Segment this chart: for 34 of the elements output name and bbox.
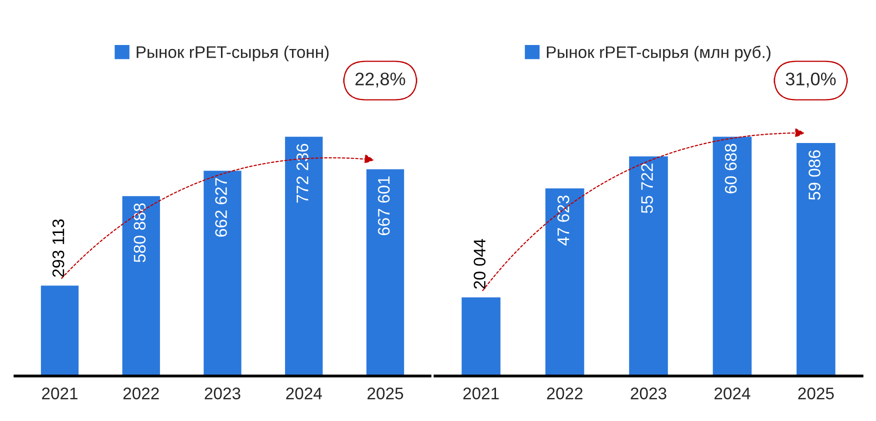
x-tick-label: 2021 xyxy=(463,388,499,400)
x-tick-label: 2025 xyxy=(368,388,404,400)
x-tick-label: 2022 xyxy=(547,388,582,400)
x-tick-label: 2024 xyxy=(714,388,750,400)
data-label: 60 688 xyxy=(724,144,737,194)
x-tick-label: 2024 xyxy=(286,388,322,400)
data-label: 662 627 xyxy=(215,178,227,237)
x-tick-label: 2022 xyxy=(123,388,159,400)
data-label: 20 044 xyxy=(474,239,486,289)
bar xyxy=(365,168,406,376)
data-label: 772 236 xyxy=(296,144,308,203)
bar xyxy=(120,194,162,376)
bar xyxy=(460,296,502,376)
bar xyxy=(202,169,243,376)
bar xyxy=(40,284,80,376)
text: 22,8% xyxy=(356,72,406,88)
bar xyxy=(628,154,670,376)
data-label: 293 113 xyxy=(52,219,64,277)
bar xyxy=(544,186,586,376)
data-label: 59 086 xyxy=(808,150,820,200)
data-label: 580 888 xyxy=(134,203,146,262)
bar xyxy=(284,135,324,376)
data-label: 667 601 xyxy=(378,176,390,236)
bar xyxy=(711,135,754,376)
x-tick-label: 2025 xyxy=(798,388,834,400)
legend-label: Рынок rPET-сырья (тонн) xyxy=(136,46,329,62)
text: 31,0% xyxy=(786,72,836,88)
legend-label: Рынок rPET-сырья (млн руб.) xyxy=(546,46,770,62)
data-label: 55 722 xyxy=(641,164,653,214)
data-label: 47 623 xyxy=(557,196,570,246)
x-tick-label: 2021 xyxy=(42,388,78,400)
x-tick-label: 2023 xyxy=(630,388,666,400)
x-tick-label: 2023 xyxy=(204,388,240,400)
bar xyxy=(795,142,837,376)
